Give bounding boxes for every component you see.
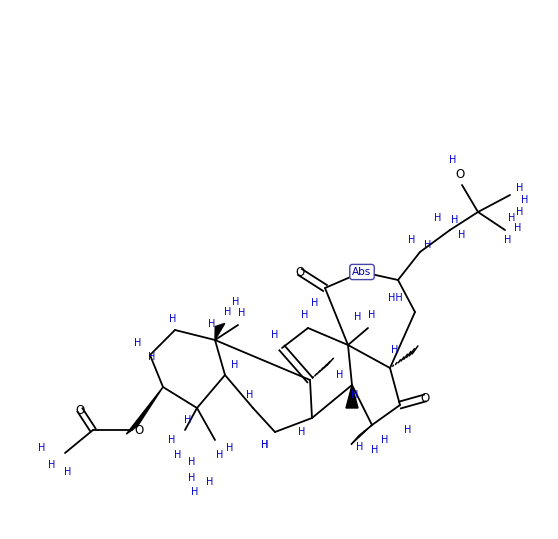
Text: H: H	[39, 443, 46, 453]
Text: H: H	[301, 310, 309, 320]
Text: H: H	[246, 390, 254, 400]
Text: H: H	[424, 240, 432, 250]
Text: H: H	[169, 435, 176, 445]
Text: H: H	[188, 473, 196, 483]
Text: H: H	[458, 230, 466, 240]
Text: H: H	[224, 307, 232, 317]
Text: H: H	[206, 477, 214, 487]
Text: H: H	[516, 183, 524, 193]
Text: H: H	[232, 360, 239, 370]
Text: H: H	[261, 440, 269, 450]
Text: O: O	[75, 404, 85, 417]
Text: O: O	[134, 424, 143, 437]
Text: H: H	[357, 442, 364, 452]
Text: H: H	[261, 440, 269, 450]
Text: H: H	[516, 207, 524, 217]
Polygon shape	[126, 387, 163, 434]
Text: H: H	[271, 330, 278, 340]
Text: H: H	[134, 338, 142, 348]
Polygon shape	[215, 323, 225, 340]
Text: H: H	[521, 195, 528, 205]
Text: H: H	[49, 460, 56, 470]
Text: H: H	[405, 425, 412, 435]
Text: H: H	[232, 297, 240, 307]
Text: H: H	[381, 435, 389, 445]
Text: H: H	[408, 235, 416, 245]
Text: H: H	[504, 235, 512, 245]
Text: H: H	[391, 345, 398, 355]
Polygon shape	[351, 425, 372, 445]
Text: H: H	[368, 310, 376, 320]
Text: H: H	[336, 370, 344, 380]
Text: H: H	[188, 457, 196, 467]
Text: H: H	[514, 223, 522, 233]
Text: H: H	[208, 319, 216, 329]
Text: H: H	[217, 450, 224, 460]
Text: HH: HH	[388, 293, 402, 303]
Text: H: H	[64, 467, 71, 477]
Text: H: H	[352, 390, 359, 400]
Text: H: H	[311, 298, 319, 308]
Text: O: O	[420, 391, 430, 404]
Polygon shape	[346, 385, 358, 408]
Text: H: H	[148, 352, 156, 362]
Text: H: H	[184, 415, 192, 425]
Text: H: H	[354, 312, 362, 322]
Text: H: H	[371, 445, 379, 455]
Text: H: H	[191, 487, 199, 497]
Text: H: H	[451, 215, 459, 225]
Text: H: H	[299, 427, 306, 437]
Text: O: O	[455, 168, 465, 181]
Text: Abs: Abs	[352, 267, 372, 277]
Text: H: H	[227, 443, 234, 453]
Text: H: H	[238, 308, 246, 318]
Text: H: H	[169, 314, 177, 324]
Text: H: H	[174, 450, 182, 460]
Text: H: H	[434, 213, 442, 223]
Text: O: O	[295, 266, 305, 279]
Text: H: H	[449, 155, 456, 165]
Text: H: H	[508, 213, 516, 223]
